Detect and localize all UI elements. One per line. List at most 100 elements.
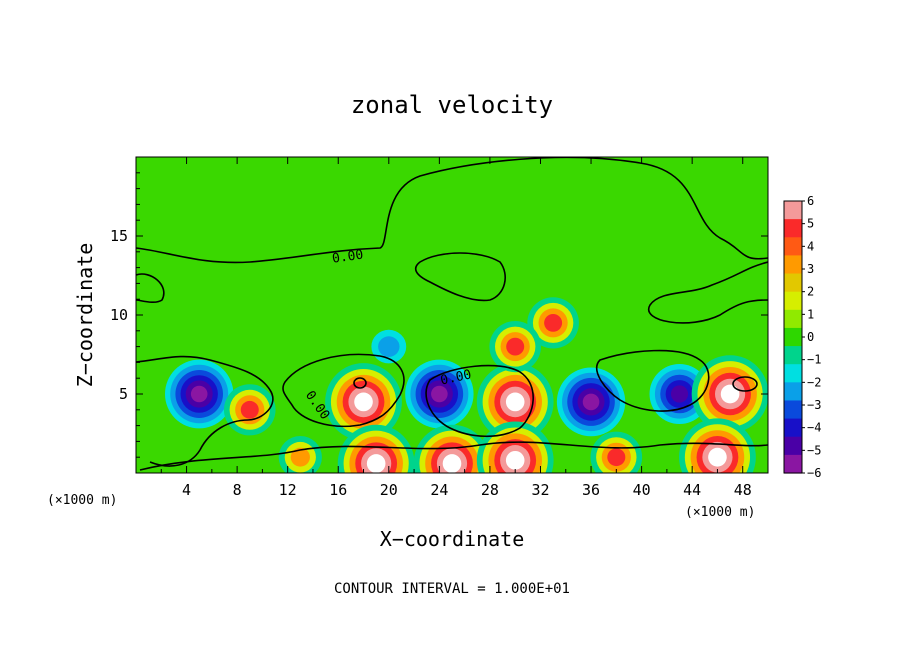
- velocity-level: [544, 314, 563, 332]
- velocity-blob: [413, 424, 491, 473]
- velocity-blob: [325, 363, 402, 441]
- velocity-level: [607, 448, 626, 467]
- x-tick-label: 8: [233, 481, 242, 499]
- x-axis-ticks: 4 8 12 16 20 24 28 32 36 40 44 48: [160, 157, 752, 499]
- velocity-blob: [489, 321, 541, 373]
- x-tick-label: 40: [633, 481, 651, 499]
- colorbar-swatch: [784, 291, 802, 311]
- velocity-blob: [278, 436, 322, 473]
- colorbar-swatch: [784, 273, 802, 293]
- contour-line-upper: [136, 157, 768, 264]
- contour-ring-b: [732, 376, 758, 392]
- velocity-level: [708, 447, 727, 467]
- y-tick-label: 15: [110, 227, 128, 245]
- colorbar-label: 3: [807, 262, 814, 276]
- colorbar-label: −2: [807, 375, 821, 389]
- colorbar-swatch: [784, 327, 802, 347]
- velocity-blob: [223, 384, 276, 436]
- contour-line-lower: [136, 355, 274, 467]
- velocity-level: [240, 400, 259, 419]
- contour-label: 0.00: [439, 367, 473, 388]
- colorbar-label: −4: [807, 421, 821, 435]
- x-tick-label: 28: [481, 481, 499, 499]
- velocity-blob: [337, 424, 415, 473]
- velocity-blob: [371, 329, 407, 364]
- x-tick-label: 32: [531, 481, 549, 499]
- colorbar-label: 2: [807, 285, 814, 299]
- velocity-blob: [476, 421, 554, 473]
- contour-line-right: [647, 261, 768, 324]
- colorbar-swatch: [784, 364, 802, 383]
- x-tick-label: 16: [329, 481, 347, 499]
- colorbar-swatch: [784, 418, 802, 438]
- contour-line-bottom: [139, 441, 768, 471]
- y-tick-label: 10: [110, 306, 128, 324]
- colorbar-label: −1: [807, 353, 821, 367]
- velocity-level: [582, 393, 600, 411]
- velocity-level: [720, 384, 740, 404]
- y-axis-label: Z−coordinate: [73, 243, 97, 388]
- x-unit-label: (×1000 m): [47, 493, 117, 508]
- velocity-level: [290, 447, 310, 467]
- colorbar-swatch: [784, 309, 802, 329]
- chart-title: zonal velocity: [351, 91, 553, 119]
- contour-line-low-c: [596, 349, 710, 412]
- colorbar-swatch: [784, 219, 802, 238]
- colorbar-label: 6: [807, 194, 814, 208]
- zero-contours: [136, 157, 768, 471]
- velocity-blob: [649, 364, 710, 424]
- velocity-blob: [165, 359, 234, 429]
- colorbar-label: 4: [807, 239, 814, 253]
- velocity-level: [190, 385, 208, 403]
- contour-line-mid: [414, 252, 506, 302]
- colorbar: 6 5 4 3 2 1 0 −1 −2 −3 −4 −5 −6: [783, 194, 821, 480]
- colorbar-label: −6: [807, 466, 821, 480]
- contour-label: 0.00: [331, 247, 364, 266]
- velocity-level: [366, 454, 386, 473]
- velocity-level: [506, 337, 525, 356]
- x-tick-label: 24: [430, 481, 448, 499]
- colorbar-swatch: [784, 237, 802, 256]
- colorbar-label: 0: [807, 330, 814, 344]
- colorbar-label: 1: [807, 307, 814, 321]
- velocity-level: [670, 385, 689, 403]
- velocity-level: [431, 385, 448, 403]
- velocity-level: [505, 450, 525, 470]
- colorbar-swatch: [784, 201, 802, 220]
- contour-ring-a: [353, 377, 367, 389]
- y-unit-label: (×1000 m): [685, 505, 755, 520]
- contour-line-low-b: [425, 364, 534, 438]
- velocity-field: [165, 297, 768, 473]
- x-tick-label: 12: [279, 481, 297, 499]
- colorbar-swatch: [784, 400, 802, 420]
- velocity-level: [378, 336, 400, 357]
- x-axis-label: X−coordinate: [380, 527, 525, 551]
- colorbar-swatch: [784, 382, 802, 402]
- y-tick-label: 5: [119, 385, 128, 403]
- x-tick-label: 20: [380, 481, 398, 499]
- colorbar-label: −3: [807, 398, 821, 412]
- velocity-blob: [556, 367, 626, 437]
- x-tick-label: 36: [582, 481, 600, 499]
- velocity-level: [442, 454, 462, 473]
- velocity-blob: [527, 297, 579, 349]
- colorbar-label: −5: [807, 443, 821, 457]
- x-tick-label: 44: [683, 481, 701, 499]
- contour-line-low-a: [282, 353, 405, 428]
- contour-line-midleft: [136, 273, 165, 303]
- x-tick-label: 48: [734, 481, 752, 499]
- colorbar-swatch: [784, 346, 802, 365]
- velocity-blob: [679, 418, 756, 473]
- velocity-blob: [405, 359, 474, 429]
- contour-interval-text: CONTOUR INTERVAL = 1.000E+01: [334, 581, 570, 597]
- velocity-level: [505, 392, 525, 412]
- colorbar-swatch: [784, 255, 802, 275]
- colorbar-swatch: [784, 436, 802, 456]
- velocity-blob: [476, 363, 554, 441]
- x-tick-label: 4: [182, 481, 191, 499]
- velocity-level: [354, 392, 373, 412]
- colorbar-label: 5: [807, 217, 814, 231]
- y-axis-ticks: 5 10 15: [110, 172, 768, 458]
- velocity-blob: [590, 431, 643, 473]
